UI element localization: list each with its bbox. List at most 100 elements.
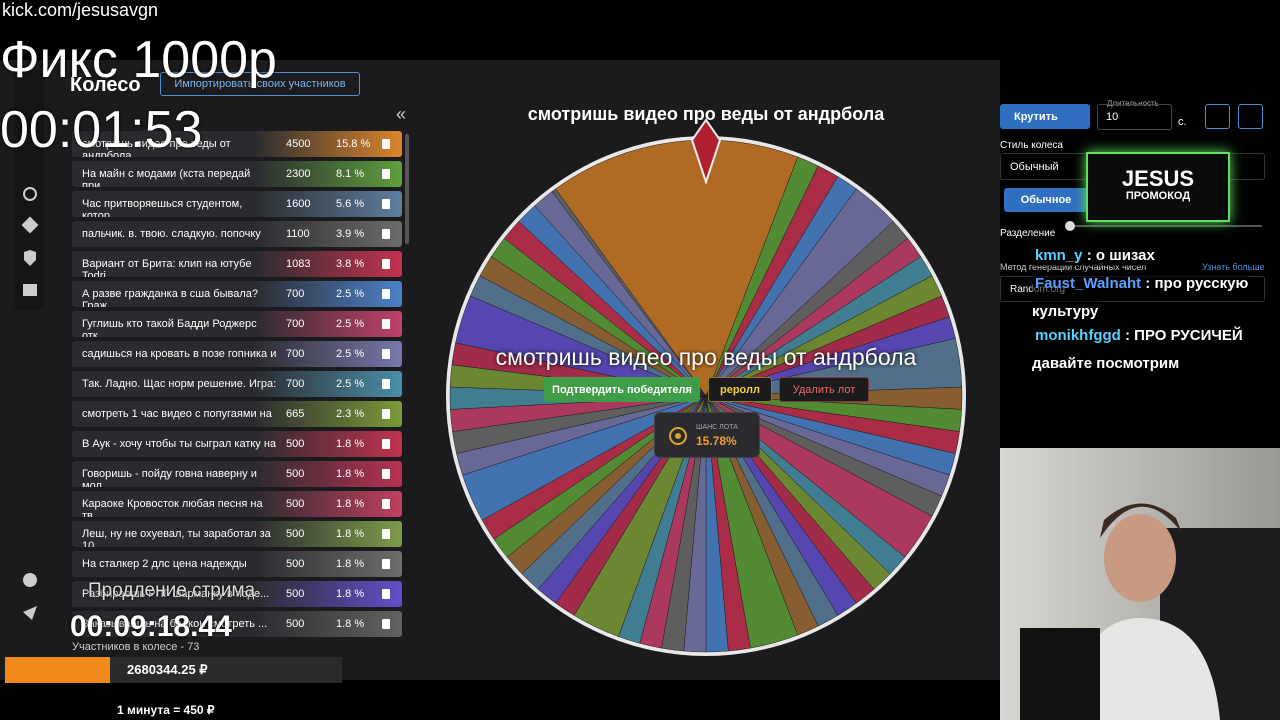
- lot-amount: 500: [286, 618, 305, 630]
- chat-line: Faust_Walnaht : про русскую культуру: [1032, 273, 1249, 322]
- channel-url: kick.com/jesusavgn: [2, 0, 159, 20]
- lot-icon: [382, 259, 390, 269]
- lot-row[interactable]: Говоришь - пойду говна наверну и мол... 5…: [72, 461, 402, 487]
- spin-button[interactable]: Крутить: [1000, 104, 1090, 129]
- icon[interactable]: [23, 284, 37, 296]
- dice-button[interactable]: [1205, 104, 1230, 129]
- lot-percent: 1.8 %: [336, 468, 365, 480]
- lot-amount: 700: [286, 288, 305, 300]
- wheel-slice: [551, 188, 707, 397]
- import-button[interactable]: Импортировать своих участников: [160, 72, 360, 96]
- chance-label: ШАНС ЛОТА: [696, 424, 738, 431]
- lot-icon: [382, 439, 390, 449]
- chat-text: про русскую культуру: [1032, 275, 1249, 320]
- chat-separator: :: [1082, 247, 1096, 264]
- icon[interactable]: [21, 216, 39, 234]
- slider[interactable]: [1066, 225, 1262, 227]
- lot-icon: [382, 229, 390, 239]
- extension-timer: 00:09:18.44: [70, 610, 232, 643]
- lot-row[interactable]: На сталкер 2 длс цена надежды 500 1.8 %: [72, 551, 402, 577]
- chance-icon: [669, 427, 687, 445]
- lot-icon: [382, 619, 390, 629]
- rate: 1 минута = 450 ₽: [117, 703, 215, 717]
- lot-amount: 1083: [286, 258, 311, 270]
- lot-row[interactable]: смотреть 1 час видео с попугаями на ... 6…: [72, 401, 402, 427]
- lot-amount: 700: [286, 348, 305, 360]
- duration-input[interactable]: 10: [1097, 104, 1172, 130]
- lot-percent: 1.8 %: [336, 498, 365, 510]
- lot-icon: [382, 529, 390, 539]
- lot-row[interactable]: пальчик. в. твою. сладкую. попочку 1100 3.…: [72, 221, 402, 247]
- collapse-button[interactable]: «: [396, 104, 407, 124]
- lot-row[interactable]: Разбираешь РПГ шарманку в поде... 500 1.8 …: [72, 581, 402, 607]
- chat-message: Faust_Walnaht : про русскую культуру: [1032, 270, 1280, 326]
- wheel-title: смотришь видео про веды от андрбола: [527, 104, 885, 124]
- icon[interactable]: [24, 250, 36, 266]
- lot-amount: 500: [286, 588, 305, 600]
- winner: смотришь видео про веды от андрбола: [495, 344, 917, 370]
- style-label: Стиль колеса: [1000, 140, 1063, 151]
- slider-thumb[interactable]: [1065, 221, 1075, 231]
- lot-name: Говоришь - пойду говна наверну и мол...: [82, 468, 257, 487]
- chat-line: kmn_y : о шизах: [1032, 245, 1158, 266]
- lot-percent: 2.5 %: [336, 348, 365, 360]
- title: Колесо: [70, 74, 141, 96]
- lot-percent: 1.8 %: [336, 438, 365, 450]
- delete-button[interactable]: Удалить лот: [779, 377, 869, 402]
- lot-percent: 8.1 %: [336, 168, 365, 180]
- lot-icon: [382, 169, 390, 179]
- lot-row[interactable]: Вариант от Брита: клип на ютубе Todri...…: [72, 251, 402, 277]
- lot-icon: [382, 199, 390, 209]
- lot-icon: [382, 289, 390, 299]
- lot-row[interactable]: Заказываешь на балкон смотреть ... 500 1.8…: [72, 611, 402, 637]
- lot-percent: 2.5 %: [336, 288, 365, 300]
- lot-name: В Аук - хочу чтобы ты сыграл катку на ..…: [82, 438, 277, 457]
- chat-text: ПРО РУСИЧЕЙ давайте посмотрим: [1032, 327, 1243, 372]
- icon[interactable]: [23, 606, 37, 620]
- lot-amount: 4500: [286, 138, 311, 150]
- chat-user: kmn_y: [1035, 247, 1083, 264]
- lot-icon: [382, 139, 390, 149]
- lot-row[interactable]: смотришь видео про веды от андрбола 4500 1…: [72, 131, 402, 157]
- lot-row[interactable]: Караоке Кровосток любая песня на тв... 50…: [72, 491, 402, 517]
- lot-icon: [382, 499, 390, 509]
- reroll-button[interactable]: реролл: [708, 377, 772, 402]
- promo: JESUS ПРОМОКОД: [1086, 152, 1230, 222]
- participants: Участников в колесе - 73: [72, 641, 200, 653]
- icon[interactable]: [23, 187, 37, 201]
- lot-row[interactable]: садишься на кровать в позе гопника и ...…: [72, 341, 402, 367]
- lot-name: А разве гражданка в сша бывала?Граж...: [82, 288, 258, 307]
- lot-icon: [382, 559, 390, 569]
- lot-amount: 1100: [286, 228, 310, 240]
- music-button[interactable]: [1238, 104, 1263, 129]
- lot-percent: 1.8 %: [336, 528, 365, 540]
- confirm-button[interactable]: Подтвердить победителя: [544, 377, 700, 402]
- lot-name: Гуглишь кто такой Бадди Роджерс отк...: [82, 318, 257, 337]
- lot-row[interactable]: Час притворяешься студентом, котор... 160…: [72, 191, 402, 217]
- lot-row[interactable]: Гуглишь кто такой Бадди Роджерс отк... 70…: [72, 311, 402, 337]
- lot-amount: 2300: [286, 168, 311, 180]
- chat-user: Faust_Walnaht: [1035, 275, 1142, 292]
- lot-row[interactable]: Леш, ну не охуевал, ты заработал за 10..…: [72, 521, 402, 547]
- seconds-unit: с.: [1178, 116, 1187, 128]
- lot-percent: 3.9 %: [336, 228, 365, 240]
- lot-percent: 2.5 %: [336, 318, 365, 330]
- lot-row[interactable]: На майн с модами (кста передай при... 230…: [72, 161, 402, 187]
- lot-name: пальчик. в. твою. сладкую. попочку: [82, 228, 261, 240]
- lot-percent: 15.8 %: [336, 138, 371, 150]
- webcam: [1000, 448, 1280, 720]
- learn-more[interactable]: Узнать больше: [1202, 262, 1265, 272]
- lot-amount: 500: [286, 558, 305, 570]
- fix-overlay: Фикс 1000р: [0, 31, 277, 89]
- mode-button[interactable]: Обычное: [1004, 188, 1088, 212]
- icon[interactable]: [23, 573, 37, 587]
- extension-label: Продление стрима: [88, 580, 256, 601]
- progress-fill: [5, 657, 110, 683]
- lot-row[interactable]: В Аук - хочу чтобы ты сыграл катку на ..…: [72, 431, 402, 457]
- lot-row[interactable]: Так. Ладно. Щас норм решение. Игра: ... 7…: [72, 371, 402, 397]
- lot-percent: 1.8 %: [336, 558, 365, 570]
- lot-percent: 1.8 %: [336, 588, 365, 600]
- lot-row[interactable]: А разве гражданка в сша бывала?Граж... 70…: [72, 281, 402, 307]
- lot-amount: 700: [286, 378, 305, 390]
